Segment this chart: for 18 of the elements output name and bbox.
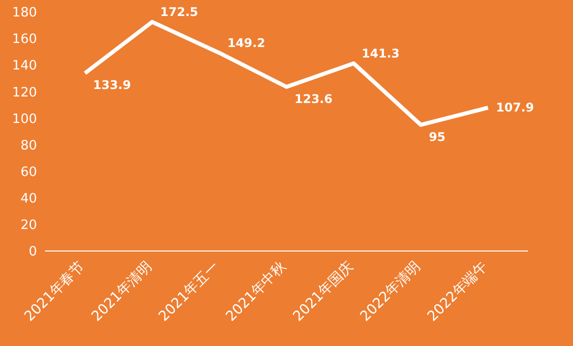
y-tick-label: 0: [28, 244, 37, 260]
data-label: 149.2: [227, 36, 266, 50]
data-label: 95: [428, 130, 446, 144]
data-label: 123.6: [294, 92, 332, 106]
y-tick-label: 20: [20, 218, 37, 234]
line-series: [83, 20, 490, 127]
y-tick-label: 160: [12, 32, 37, 48]
y-tick-label: 140: [12, 58, 37, 74]
y-tick-label: 180: [12, 6, 37, 21]
data-label: 172.5: [160, 4, 198, 19]
y-tick-label: 100: [12, 112, 37, 127]
y-tick-label: 60: [20, 164, 37, 180]
data-label: 133.9: [93, 78, 131, 92]
data-label: 107.9: [496, 100, 534, 115]
y-tick-label: 40: [20, 192, 37, 207]
data-label: 141.3: [362, 46, 400, 60]
y-tick-label: 80: [20, 138, 37, 154]
y-tick-label: 120: [12, 85, 37, 100]
